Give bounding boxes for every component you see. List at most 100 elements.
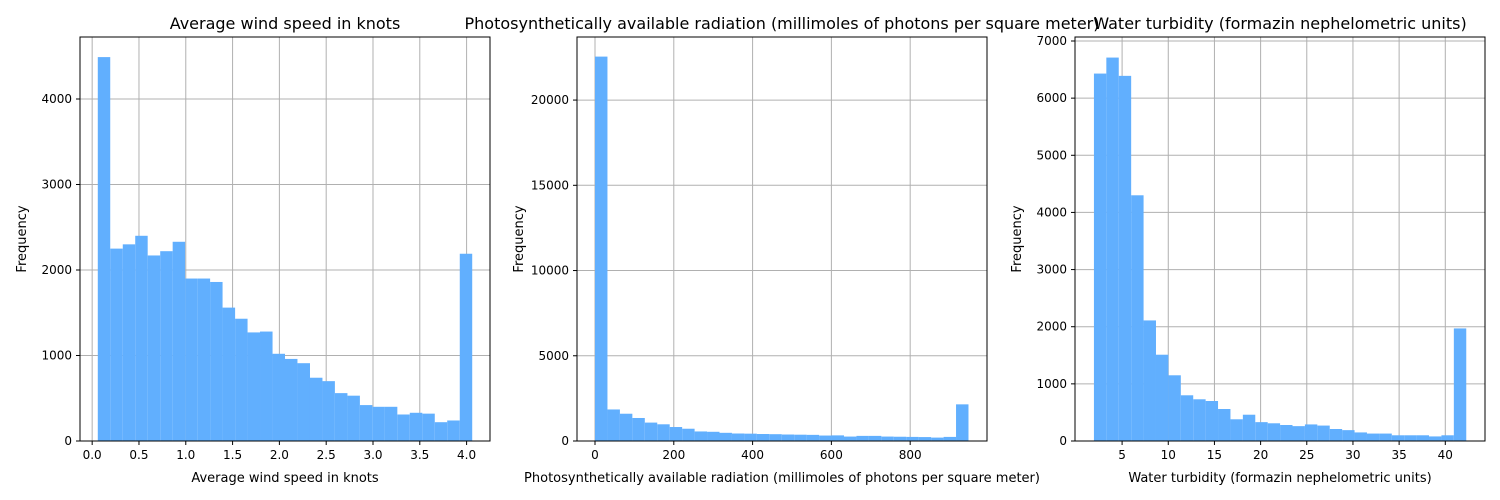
bar xyxy=(1205,401,1219,441)
x-tick-label: 0 xyxy=(591,448,599,462)
bar xyxy=(731,433,745,441)
bar xyxy=(719,432,732,441)
bar xyxy=(769,434,782,441)
bar xyxy=(881,436,894,441)
bar xyxy=(260,331,273,441)
chart-title: Photosynthetically available radiation (… xyxy=(465,14,1100,33)
bar xyxy=(868,435,882,441)
bar xyxy=(1106,57,1119,441)
bar xyxy=(906,436,919,441)
bar xyxy=(893,436,907,441)
axes-frame xyxy=(576,36,988,442)
bar xyxy=(1391,435,1405,441)
bar xyxy=(397,414,410,441)
bar xyxy=(1168,375,1181,441)
bar xyxy=(619,413,633,441)
x-tick-label: 25 xyxy=(1299,448,1314,462)
y-tick-label: 1000 xyxy=(41,348,72,362)
x-axis-label: Photosynthetically available radiation (… xyxy=(524,471,1040,486)
chart-title: Water turbidity (formazin nephelometric … xyxy=(1093,14,1466,33)
bar xyxy=(1131,195,1144,441)
x-tick-label: 200 xyxy=(662,448,685,462)
bar xyxy=(384,406,398,441)
bar xyxy=(1143,320,1156,441)
bar xyxy=(1193,399,1206,441)
bar xyxy=(422,413,435,441)
bar xyxy=(1379,433,1392,441)
bar xyxy=(831,435,844,441)
bar xyxy=(309,377,323,441)
bar xyxy=(372,406,385,441)
bar xyxy=(1292,426,1305,441)
y-tick-label: 3000 xyxy=(41,177,72,191)
y-tick-label: 0 xyxy=(1059,434,1067,448)
x-tick-label: 600 xyxy=(820,448,843,462)
bar xyxy=(1342,430,1355,441)
bar xyxy=(1317,425,1330,441)
bar xyxy=(607,409,620,441)
x-axis-label: Average wind speed in knots xyxy=(191,471,379,486)
x-tick-label: 1.5 xyxy=(223,448,242,462)
x-tick-label: 1.0 xyxy=(176,448,195,462)
bar xyxy=(956,404,969,441)
x-tick-label: 2.0 xyxy=(270,448,289,462)
bar xyxy=(756,434,770,441)
bar xyxy=(235,318,248,441)
chart-title: Average wind speed in knots xyxy=(170,14,401,33)
y-tick-label: 4000 xyxy=(1036,205,1067,219)
bar xyxy=(1255,422,1268,441)
bar xyxy=(147,255,161,441)
bar xyxy=(657,424,670,441)
x-tick-label: 35 xyxy=(1391,448,1406,462)
x-tick-label: 2.5 xyxy=(317,448,336,462)
x-tick-label: 20 xyxy=(1253,448,1268,462)
bar xyxy=(459,253,473,441)
x-tick-label: 40 xyxy=(1438,448,1453,462)
bar xyxy=(434,422,448,441)
bar xyxy=(856,435,869,441)
axes-frame xyxy=(79,36,491,442)
y-tick-label: 2000 xyxy=(1036,320,1067,334)
bar xyxy=(1441,435,1454,441)
x-tick-label: 3.0 xyxy=(363,448,382,462)
bar xyxy=(707,431,720,441)
bar xyxy=(1429,436,1442,441)
bar xyxy=(122,244,136,441)
bar xyxy=(918,437,932,441)
y-tick-label: 5000 xyxy=(1036,148,1067,162)
x-axis-label: Water turbidity (formazin nephelometric … xyxy=(1128,471,1431,486)
bar xyxy=(943,436,957,441)
bar xyxy=(1366,433,1380,441)
y-tick-label: 6000 xyxy=(1036,91,1067,105)
bar xyxy=(931,437,944,441)
bar xyxy=(682,428,695,441)
y-axis-label: Frequency xyxy=(1010,205,1025,272)
bar xyxy=(409,412,423,441)
bar xyxy=(1230,419,1243,441)
y-tick-label: 3000 xyxy=(1036,263,1067,277)
bar xyxy=(1304,424,1318,441)
bar xyxy=(843,436,857,441)
bar xyxy=(1280,425,1293,441)
y-tick-label: 15000 xyxy=(531,178,569,192)
y-axis-label: Frequency xyxy=(512,205,527,272)
bar xyxy=(819,435,832,441)
y-tick-label: 10000 xyxy=(531,264,569,278)
bar xyxy=(781,434,795,441)
x-tick-label: 5 xyxy=(1118,448,1126,462)
x-tick-label: 30 xyxy=(1345,448,1360,462)
bar xyxy=(1453,328,1467,441)
bar xyxy=(172,241,186,441)
x-tick-label: 0.0 xyxy=(83,448,102,462)
bar xyxy=(1354,432,1367,441)
bar xyxy=(297,363,310,441)
y-tick-label: 2000 xyxy=(41,263,72,277)
bar xyxy=(285,358,298,441)
axes-frame xyxy=(1074,36,1486,442)
y-tick-label: 4000 xyxy=(41,92,72,106)
y-tick-label: 5000 xyxy=(538,349,569,363)
bar xyxy=(1093,73,1107,442)
bar xyxy=(794,434,807,441)
bar xyxy=(1155,354,1169,441)
